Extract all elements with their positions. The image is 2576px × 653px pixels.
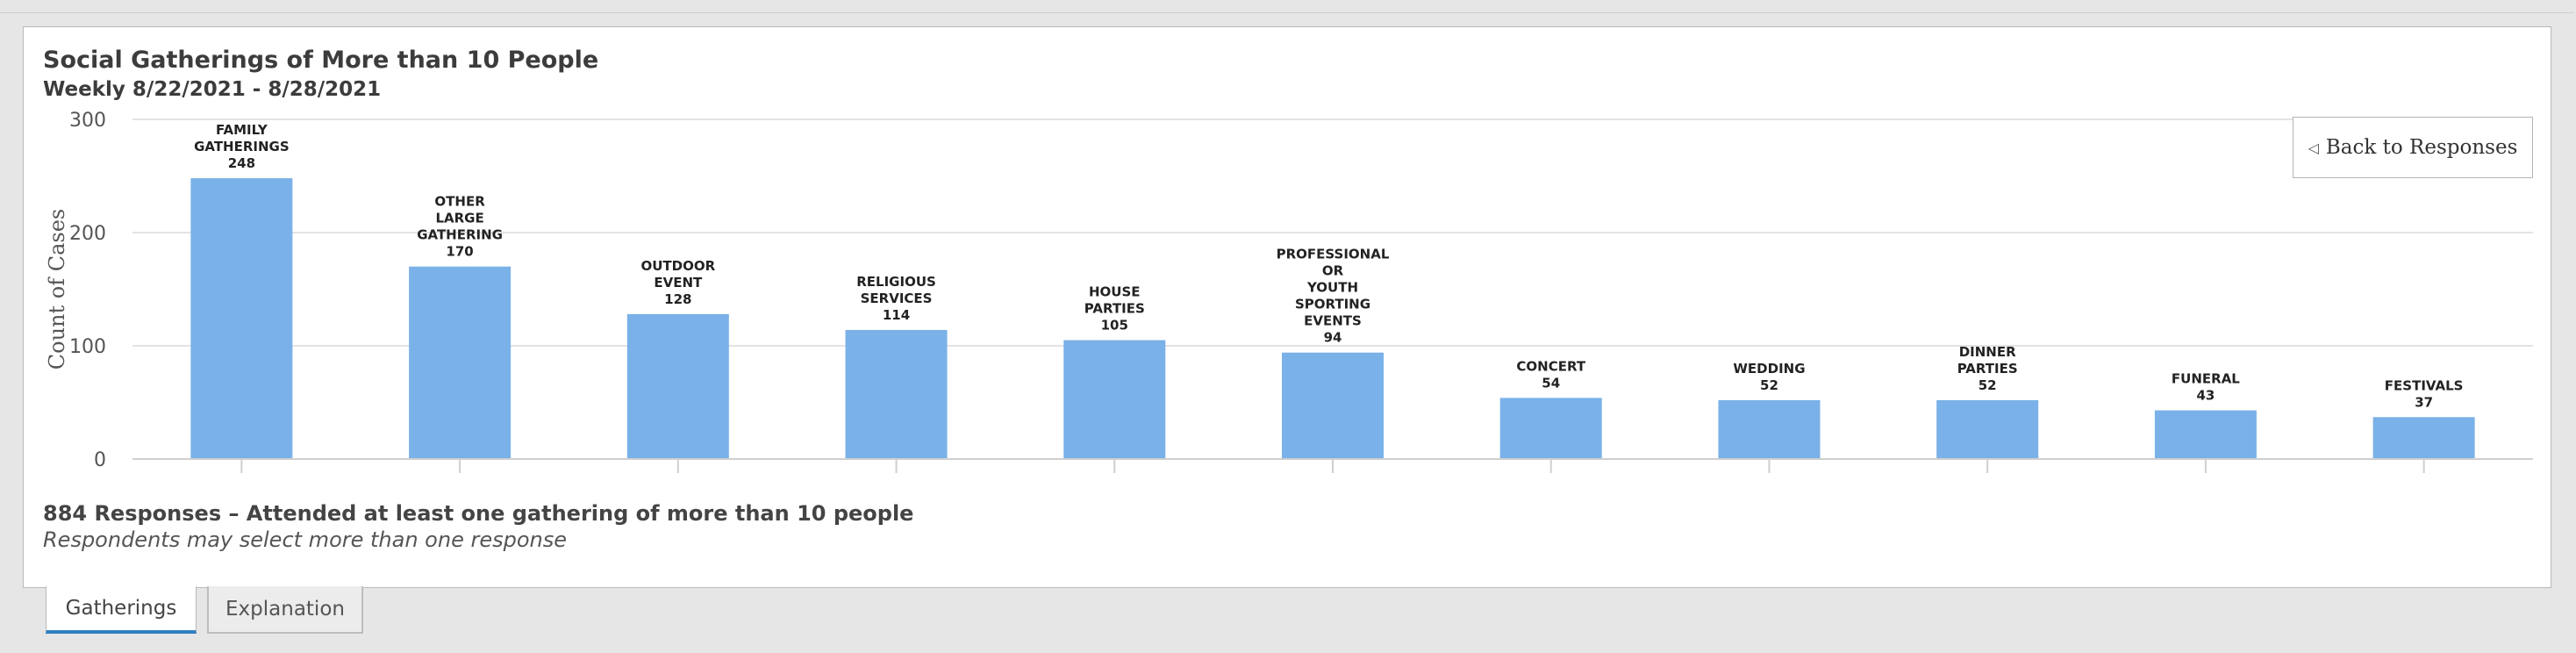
y-tick-label: 200	[69, 223, 106, 245]
bar	[2154, 410, 2257, 459]
responses-note: Respondents may select more than one res…	[43, 527, 567, 552]
bar	[1936, 399, 2039, 459]
bar-chart: 0 100 200 300 Count of Cases FAMILY GATHERINGS…	[45, 110, 2533, 473]
bar	[1499, 398, 1602, 459]
bar	[1282, 352, 1384, 459]
triangle-left-icon: ◁	[2308, 139, 2319, 156]
chart-subtitle: Weekly 8/22/2021 - 8/28/2021	[43, 78, 382, 101]
tab-gatherings[interactable]: Gatherings	[46, 586, 197, 634]
bar	[1718, 399, 1821, 459]
bar-data-label: OUTDOOR EVENT 128	[640, 258, 715, 307]
bar-data-label: WEDDING 52	[1733, 361, 1805, 393]
tab-explanation[interactable]: Explanation	[207, 586, 363, 634]
bar-data-label: FAMILY GATHERINGS 248	[194, 122, 290, 171]
y-tick-label: 300	[69, 110, 106, 132]
bar-data-label: OTHER LARGE GATHERING 170	[417, 194, 503, 260]
bar	[845, 329, 948, 459]
bar	[626, 313, 729, 459]
y-tick-label: 0	[94, 449, 106, 471]
tab-gatherings-label: Gatherings	[65, 597, 177, 620]
chart-panel: Social Gatherings of More than 10 People…	[23, 26, 2551, 588]
bar-data-label: DINNER PARTIES 52	[1957, 344, 2018, 393]
bar-data-label: CONCERT 54	[1516, 358, 1585, 391]
bar	[190, 178, 293, 459]
back-to-responses-button[interactable]: ◁ Back to Responses	[2293, 117, 2533, 178]
y-axis-label: Count of Cases	[45, 209, 69, 370]
bar-data-label: FESTIVALS 37	[2385, 377, 2464, 410]
tab-explanation-label: Explanation	[225, 598, 345, 621]
bar-data-label: PROFESSIONAL OR YOUTH SPORTING EVENTS 94	[1277, 247, 1390, 346]
bar	[1063, 340, 1166, 459]
chart-title: Social Gatherings of More than 10 People	[43, 47, 599, 74]
responses-summary: 884 Responses – Attended at least one ga…	[43, 501, 914, 526]
back-to-responses-label: Back to Responses	[2325, 136, 2518, 159]
y-tick-label: 100	[69, 336, 106, 358]
bar-data-label: FUNERAL 43	[2172, 371, 2240, 404]
bar	[409, 266, 512, 459]
outer-frame	[0, 12, 2574, 652]
bar	[2372, 417, 2475, 459]
bar-data-label: HOUSE PARTIES 105	[1084, 284, 1145, 334]
bar-data-label: RELIGIOUS SERVICES 114	[856, 274, 936, 323]
